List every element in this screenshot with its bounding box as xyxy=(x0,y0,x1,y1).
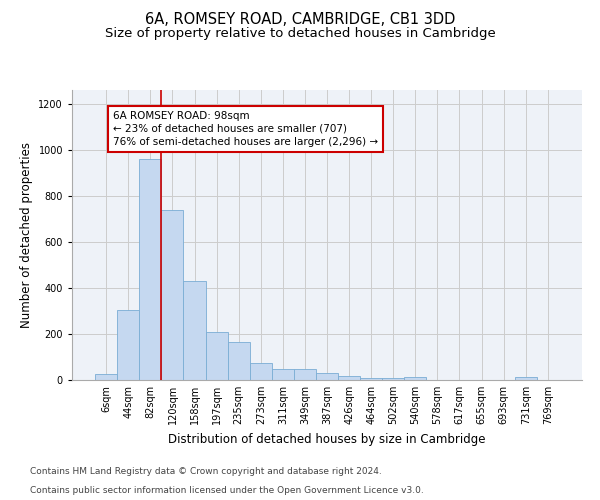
Bar xyxy=(95,374,117,380)
Bar xyxy=(250,362,272,380)
Bar xyxy=(139,159,161,380)
Bar xyxy=(272,369,294,380)
Text: 6A, ROMSEY ROAD, CAMBRIDGE, CB1 3DD: 6A, ROMSEY ROAD, CAMBRIDGE, CB1 3DD xyxy=(145,12,455,28)
Bar xyxy=(360,378,382,380)
Bar xyxy=(515,376,537,380)
Bar xyxy=(404,376,427,380)
Bar xyxy=(382,378,404,380)
Text: 6A ROMSEY ROAD: 98sqm
← 23% of detached houses are smaller (707)
76% of semi-det: 6A ROMSEY ROAD: 98sqm ← 23% of detached … xyxy=(113,110,378,147)
Bar xyxy=(184,281,206,380)
Text: Contains HM Land Registry data © Crown copyright and database right 2024.: Contains HM Land Registry data © Crown c… xyxy=(30,467,382,476)
Bar xyxy=(227,342,250,380)
Bar xyxy=(117,310,139,380)
Bar xyxy=(338,376,360,380)
Bar xyxy=(161,210,184,380)
Bar xyxy=(206,332,227,380)
Y-axis label: Number of detached properties: Number of detached properties xyxy=(20,142,33,328)
Text: Contains public sector information licensed under the Open Government Licence v3: Contains public sector information licen… xyxy=(30,486,424,495)
Bar xyxy=(294,369,316,380)
Text: Size of property relative to detached houses in Cambridge: Size of property relative to detached ho… xyxy=(104,28,496,40)
Bar xyxy=(316,373,338,380)
X-axis label: Distribution of detached houses by size in Cambridge: Distribution of detached houses by size … xyxy=(168,432,486,446)
